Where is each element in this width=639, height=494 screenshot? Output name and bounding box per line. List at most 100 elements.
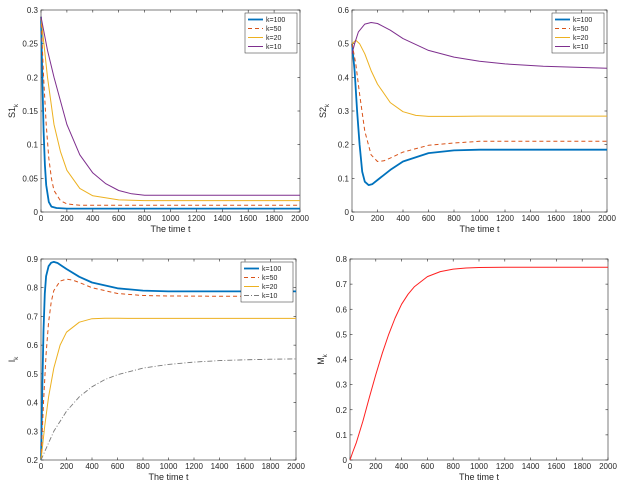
x-tick-label: 800 [136,462,150,471]
y-tick-label: 0.9 [27,255,39,264]
x-tick-label: 200 [60,462,74,471]
x-tick-label: 0 [348,462,353,471]
y-tick-label: 0.3 [338,107,350,116]
series-line-k20 [40,317,296,461]
x-tick-label: 1400 [522,214,540,223]
x-tick-label: 1000 [160,462,178,471]
y-tick-label: 0.2 [27,73,39,82]
y-tick-label: 0.6 [338,6,350,15]
y-tick-label: 0.5 [336,330,348,339]
x-tick-label: 200 [371,214,385,223]
series-line-k20 [40,16,300,202]
x-tick-label: 400 [395,462,409,471]
y-tick-label: 0.8 [27,284,39,293]
series-line-M [349,266,608,461]
y-axis-label-main: M [316,357,326,365]
x-axis-label: The time t [148,472,189,482]
x-tick-label: 0 [39,462,44,471]
y-tick-label: 0.05 [22,174,38,183]
x-tick-label: 1400 [211,462,229,471]
legend: k=100 k=50 k=20 k=10 [244,12,298,54]
x-tick-label: 1800 [262,462,280,471]
y-tick-label: 0 [345,208,350,217]
y-tick-label: 0.8 [336,255,348,264]
x-tick-label: 400 [85,462,99,471]
y-tick-label: 0.6 [336,305,348,314]
x-tick-label: 200 [60,214,74,223]
legend-entry: k=10 [262,293,277,300]
legend-entry: k=10 [573,44,588,51]
y-tick-label: 0.6 [27,341,39,350]
y-axis-label-subscript: k [325,103,331,107]
y-tick-label: 0 [343,456,348,465]
legend-entry: k=20 [266,35,281,42]
y-tick-label: 0 [34,208,39,217]
x-tick-label: 600 [421,462,435,471]
y-tick-label: 0.15 [22,107,38,116]
x-tick-label: 1600 [548,462,566,471]
x-tick-label: 800 [447,214,461,223]
x-tick-label: 600 [422,214,436,223]
legend-entry: k=50 [262,275,277,282]
y-tick-label: 0.25 [22,40,38,49]
x-tick-label: 1000 [162,214,180,223]
x-tick-label: 600 [112,214,126,223]
y-tick-label: 0.2 [27,456,39,465]
y-tick-label: 0.2 [338,141,350,150]
y-tick-label: 0.7 [27,312,39,321]
x-axis-label: The time t [459,224,500,234]
axes-box [349,258,609,461]
x-tick-label: 200 [369,462,383,471]
x-tick-label: 0 [39,214,44,223]
y-axis-label: Ik [7,356,20,363]
x-tick-label: 400 [86,214,100,223]
y-tick-label: 0.7 [336,280,348,289]
x-tick-label: 2000 [291,214,309,223]
series-line-k50 [40,16,300,206]
x-tick-label: 1200 [496,462,514,471]
series-line-k50 [351,43,607,162]
x-tick-label: 1000 [470,462,488,471]
y-tick-label: 0.4 [338,73,350,82]
y-tick-label: 0.4 [27,399,39,408]
legend-entry: k=50 [573,26,588,33]
y-axis-label-main: I [7,360,17,363]
y-tick-label: 0.4 [336,356,348,365]
x-tick-label: 1200 [188,214,206,223]
y-tick-label: 0.2 [336,406,348,415]
x-tick-label: 800 [138,214,152,223]
x-tick-label: 2000 [598,214,616,223]
y-tick-label: 0.1 [27,141,39,150]
series-line-k50 [40,278,296,461]
x-tick-label: 0 [350,214,355,223]
y-axis-label-subscript: k [14,356,20,360]
y-tick-label: 0.3 [27,427,39,436]
x-tick-label: 800 [447,462,461,471]
x-tick-label: 600 [111,462,125,471]
x-tick-label: 400 [396,214,410,223]
x-tick-label: 1800 [265,214,283,223]
legend-entry: k=100 [573,17,592,24]
legend-entry: k=10 [266,44,281,51]
panel-s2: 0 200 400 600 800 1000 1200 1400 1600 1800 2000 0 0.… [318,6,616,234]
y-tick-label: 0.5 [27,370,39,379]
x-tick-label: 2000 [599,462,617,471]
y-tick-label: 0.3 [27,6,39,15]
y-axis-label: S2k [318,103,331,118]
y-axis-label-subscript: k [14,103,20,107]
panel-i: 0 200 400 600 800 1000 1200 1400 1600 1800 2000 0.2… [7,255,305,482]
y-axis-label-main: S2 [318,107,328,118]
series-line-k100 [351,43,607,187]
x-tick-label: 1400 [522,462,540,471]
x-tick-label: 1600 [239,214,257,223]
legend-entry: k=100 [262,266,281,273]
x-tick-label: 1600 [236,462,254,471]
y-tick-label: 0.5 [338,40,350,49]
legend-entry: k=20 [573,35,588,42]
x-tick-label: 1000 [471,214,489,223]
x-tick-label: 1600 [547,214,565,223]
legend-entry: k=100 [266,17,285,24]
series-line-k100 [40,16,300,210]
x-axis-label: The time t [150,224,191,234]
